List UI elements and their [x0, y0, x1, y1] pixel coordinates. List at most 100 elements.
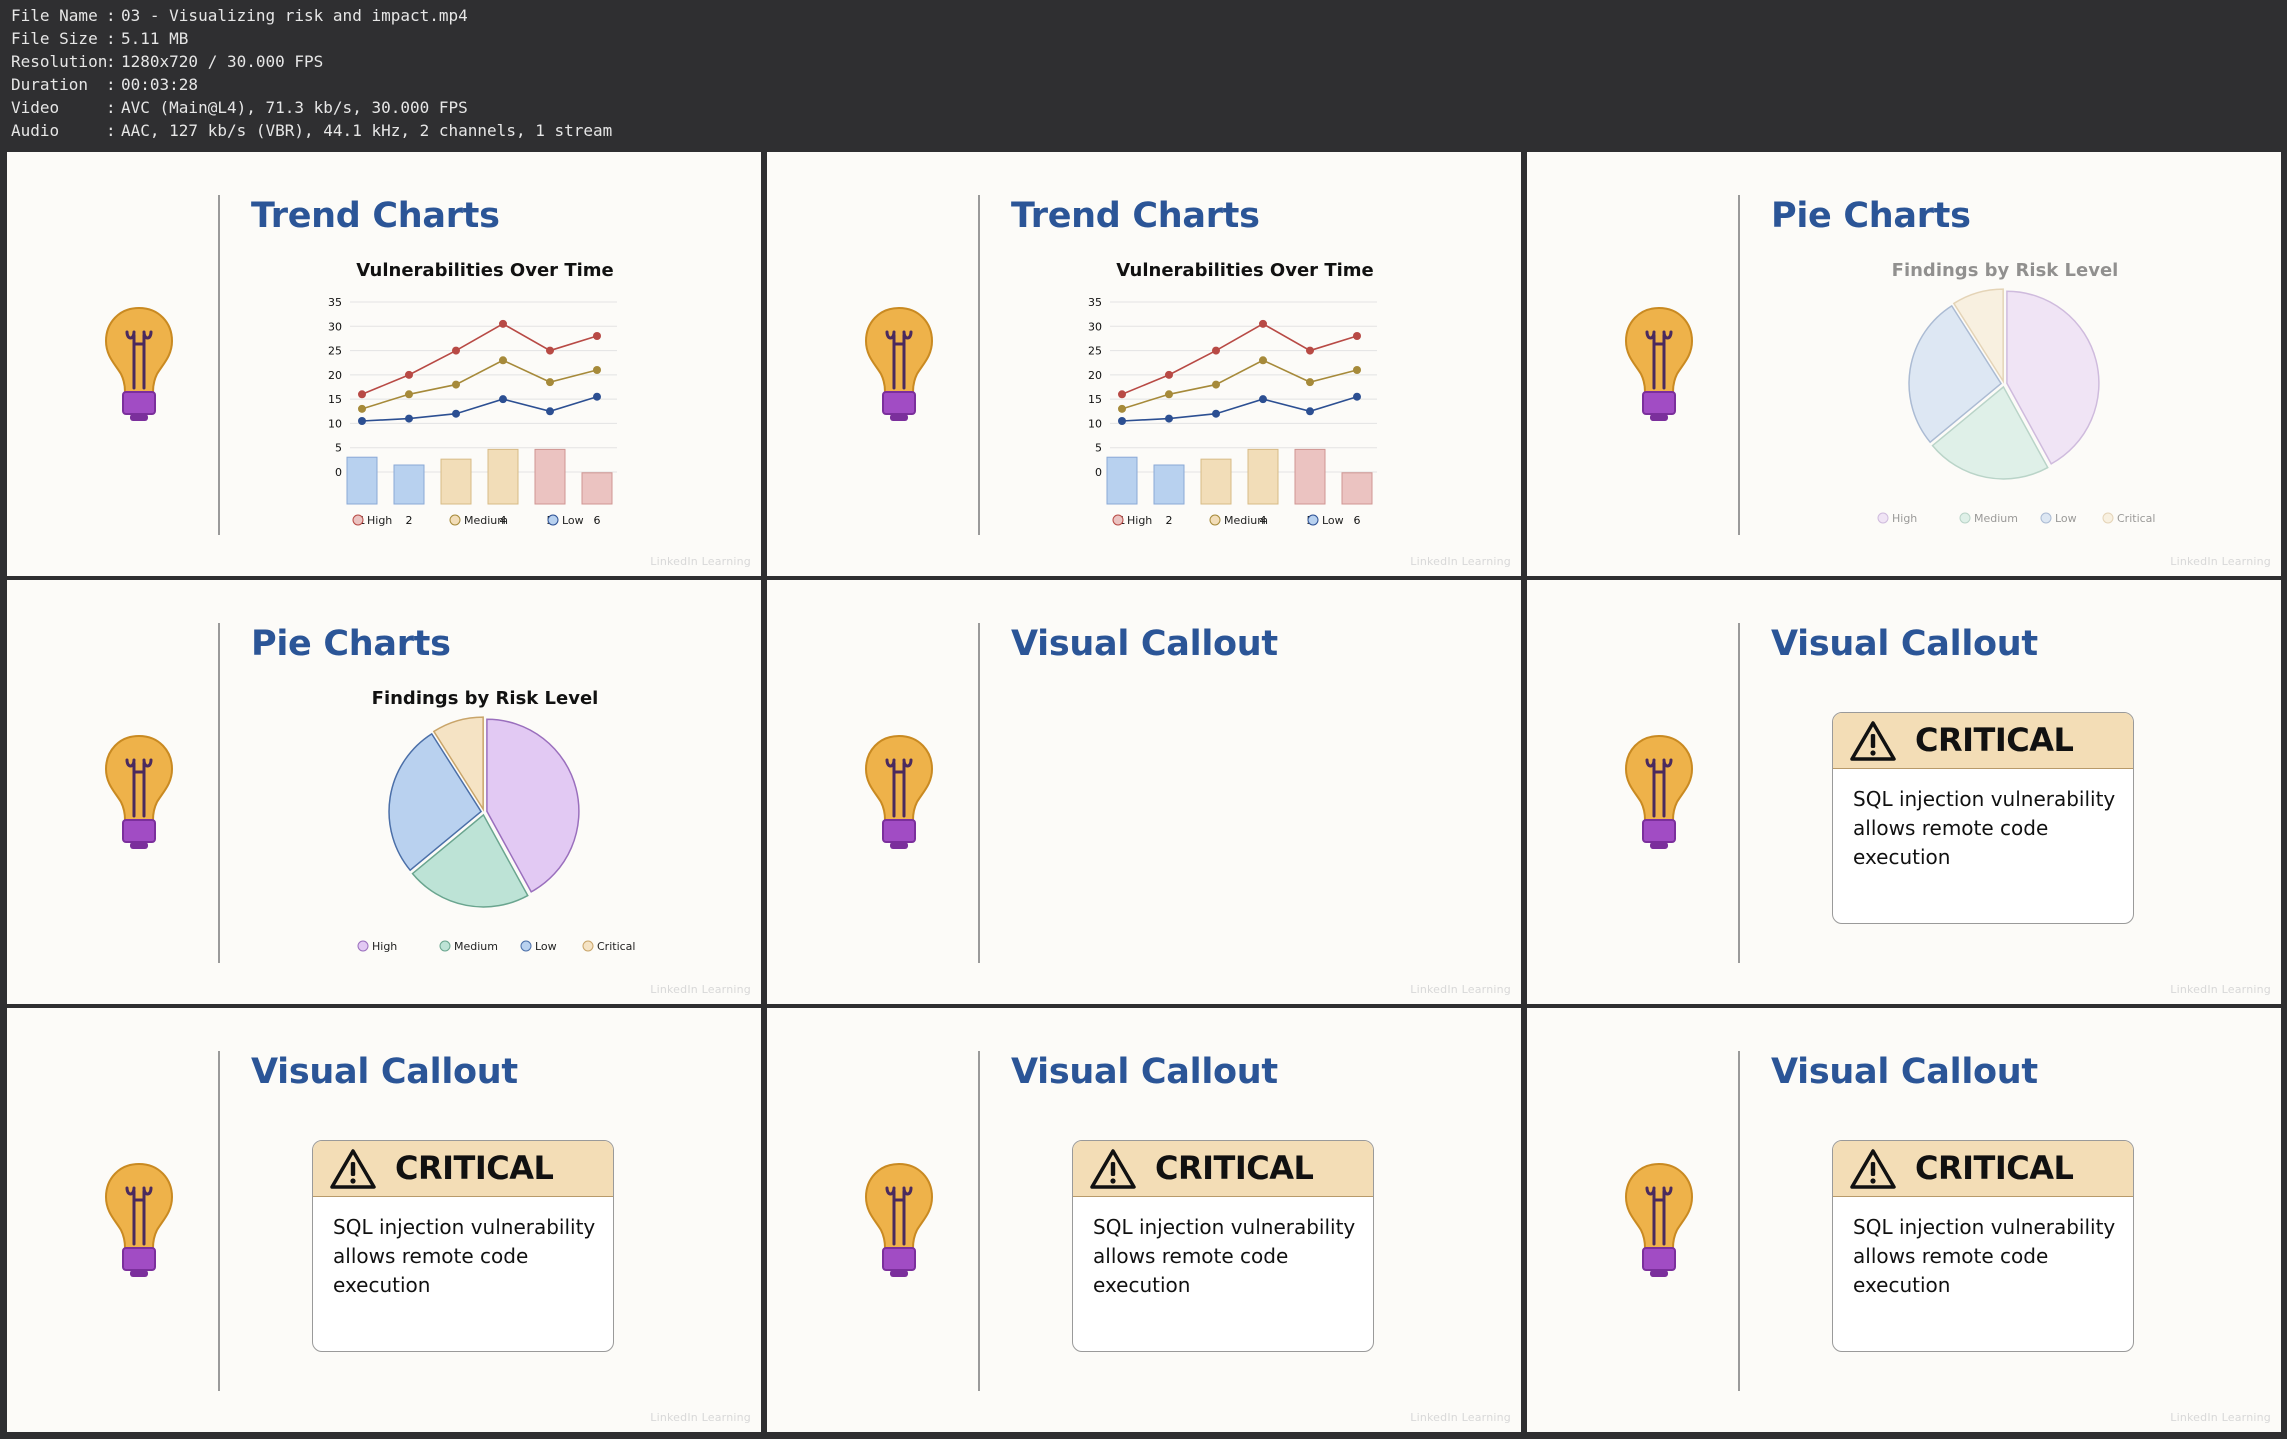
pie-slice-medium — [1931, 385, 2049, 480]
legend-label: High — [1127, 514, 1152, 527]
series-point — [1306, 407, 1314, 416]
series-point — [546, 346, 554, 355]
series-point — [499, 319, 507, 328]
legend-swatch — [1209, 514, 1221, 526]
legend-label: Low — [562, 514, 584, 527]
x-tick-label: 2 — [406, 514, 413, 527]
video-thumbnail-frame[interactable]: Visual Callout LinkedIn Learning — [767, 580, 1521, 1004]
warning-triangle-icon — [1850, 721, 1896, 761]
series-line-high — [361, 322, 598, 396]
series-point — [1259, 356, 1267, 365]
video-thumbnail-frame[interactable]: Pie Charts Findings by Risk Level High Medi… — [7, 580, 761, 1004]
metadata-key: File Name — [11, 6, 98, 25]
slide-title: Visual Callout — [1011, 1052, 1278, 1092]
series-point — [1306, 346, 1314, 355]
video-thumbnail-frame[interactable]: Visual Callout CRITICAL SQL injection vuln… — [7, 1008, 761, 1432]
series-point — [1165, 390, 1173, 399]
critical-callout-card: CRITICAL SQL injection vulnerability allo… — [1832, 1140, 2134, 1352]
legend-label: Low — [1322, 514, 1344, 527]
pie-slice-critical — [1952, 288, 2004, 384]
chart-title: Vulnerabilities Over Time — [356, 260, 613, 281]
legend-label: Critical — [597, 940, 635, 953]
series-point — [1353, 332, 1361, 340]
bar — [346, 456, 378, 505]
legend-swatch — [1877, 512, 1889, 524]
x-tick-label: 2 — [1166, 514, 1173, 527]
y-tick-label: 0 — [1095, 466, 1102, 479]
slide-divider — [1738, 195, 1740, 535]
critical-callout-card: CRITICAL SQL injection vulnerability allo… — [312, 1140, 614, 1352]
y-tick-label: 35 — [328, 296, 342, 309]
series-point — [452, 346, 460, 355]
video-thumbnail-frame[interactable]: Visual Callout CRITICAL SQL injection vuln… — [1527, 580, 2281, 1004]
series-point — [593, 366, 601, 374]
y-tick-label: 10 — [328, 417, 342, 430]
slide-divider — [218, 195, 220, 535]
legend-label: Critical — [2117, 512, 2155, 525]
legend-label: Low — [2055, 512, 2077, 525]
series-point — [452, 409, 460, 418]
video-thumbnail-frame[interactable]: Visual Callout CRITICAL SQL injection vuln… — [1527, 1008, 2281, 1432]
lightbulb-icon — [864, 734, 934, 849]
legend-label: Medium — [454, 940, 498, 953]
callout-description: SQL injection vulnerability allows remot… — [1853, 1215, 2116, 1297]
bar — [487, 448, 519, 505]
legend-swatch — [582, 940, 594, 952]
watermark: LinkedIn Learning — [2170, 555, 2271, 568]
legend-swatch — [357, 940, 369, 952]
legend-swatch — [520, 940, 532, 952]
video-thumbnail-frame[interactable]: Visual Callout CRITICAL SQL injection vuln… — [767, 1008, 1521, 1432]
legend-label: Medium — [1224, 514, 1268, 527]
slide-divider — [1738, 623, 1740, 963]
chart-title: Findings by Risk Level — [372, 688, 599, 709]
y-tick-label: 20 — [1088, 369, 1102, 382]
callout-severity-label: CRITICAL — [1915, 1149, 2074, 1187]
y-tick-label: 15 — [328, 393, 342, 406]
metadata-colon: : — [106, 121, 116, 140]
video-thumbnail-frame[interactable]: Trend Charts Vulnerabilities Over Time 0 5 1… — [767, 152, 1521, 576]
series-line-high — [1121, 322, 1358, 396]
video-thumbnail-frame[interactable]: Trend Charts Vulnerabilities Over Time 0 5 1… — [7, 152, 761, 576]
series-point — [546, 378, 554, 387]
video-thumbnail-frame[interactable]: Pie Charts Findings by Risk Level High Medi… — [1527, 152, 2281, 576]
slide-title: Pie Charts — [1771, 196, 1971, 236]
y-tick-label: 5 — [1095, 442, 1102, 455]
series-point — [546, 407, 554, 416]
y-tick-label: 5 — [335, 442, 342, 455]
legend-swatch — [1112, 514, 1124, 526]
slide-divider — [978, 623, 980, 963]
y-tick-label: 35 — [1088, 296, 1102, 309]
callout-description: SQL injection vulnerability allows remot… — [333, 1215, 596, 1297]
legend-label: Medium — [464, 514, 508, 527]
series-line-low — [361, 395, 598, 422]
series-point — [1353, 392, 1361, 401]
warning-triangle-icon — [330, 1149, 376, 1189]
lightbulb-icon — [104, 306, 174, 421]
callout-description: SQL injection vulnerability allows remot… — [1093, 1215, 1356, 1297]
trend-chart: Vulnerabilities Over Time051015202530351… — [1088, 260, 1377, 527]
watermark: LinkedIn Learning — [2170, 1411, 2271, 1424]
callout-header: CRITICAL — [1833, 1141, 2133, 1197]
metadata-value: AAC, 127 kb/s (VBR), 44.1 kHz, 2 channel… — [121, 121, 613, 140]
series-point — [405, 414, 413, 423]
bar — [1200, 458, 1232, 505]
legend-swatch — [352, 514, 364, 526]
bar — [1294, 448, 1326, 505]
bar — [1106, 456, 1138, 505]
critical-callout-card: CRITICAL SQL injection vulnerability allo… — [1832, 712, 2134, 924]
series-point — [358, 417, 366, 425]
metadata-colon: : — [106, 6, 116, 25]
callout-description: SQL injection vulnerability allows remot… — [1853, 787, 2116, 869]
chart-title: Vulnerabilities Over Time — [1116, 260, 1373, 281]
legend-label: High — [1892, 512, 1917, 525]
bar — [1153, 464, 1185, 505]
slide-title: Visual Callout — [251, 1052, 518, 1092]
pie-slice-low — [1908, 304, 2003, 444]
y-tick-label: 10 — [1088, 417, 1102, 430]
y-tick-label: 15 — [1088, 393, 1102, 406]
series-line-low — [1121, 395, 1358, 422]
lightbulb-icon — [104, 734, 174, 849]
series-point — [1259, 319, 1267, 328]
series-point — [499, 356, 507, 365]
callout-severity-label: CRITICAL — [395, 1149, 554, 1187]
